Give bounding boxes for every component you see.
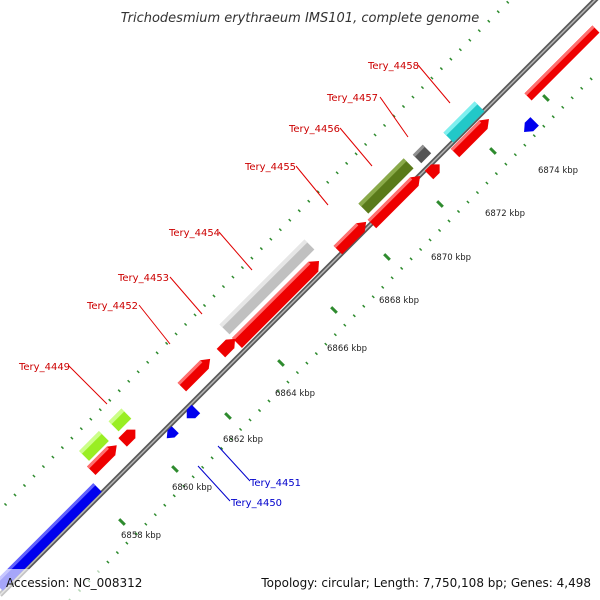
gene-label-tery-4458[interactable]: Tery_4458: [367, 61, 419, 72]
cds-tery-4458-arrow[interactable]: [524, 25, 600, 101]
cds-tery-4456-arrow[interactable]: [367, 172, 425, 229]
cds-tery-4455-arrow[interactable]: [333, 218, 371, 255]
gene-label-tery-4457[interactable]: Tery_4457: [326, 93, 378, 104]
cds-tery-4451-arrow[interactable]: [183, 404, 201, 423]
feature-cyan-block[interactable]: [443, 101, 485, 143]
cds-large-reverse-arrow[interactable]: [0, 483, 102, 591]
tick-label-6872: 6872 kbp: [485, 209, 525, 219]
cds-tery-4457-arrow[interactable]: [450, 115, 493, 158]
genome-stats-text: Topology: circular; Length: 7,750,108 bp…: [260, 576, 591, 590]
tick-labels: 6858 kbp 6860 kbp 6862 kbp 6864 kbp 6866…: [121, 166, 578, 541]
tick-label-6866: 6866 kbp: [327, 344, 367, 354]
tick-label-6870: 6870 kbp: [431, 253, 471, 263]
tick-label-6858: 6858 kbp: [121, 531, 161, 541]
feature-light-gray-block[interactable]: [219, 239, 315, 335]
map-title: Trichodesmium erythraeum IMS101, complet…: [121, 11, 480, 26]
tick-label-6868: 6868 kbp: [379, 296, 419, 306]
tick-label-6862: 6862 kbp: [223, 435, 263, 445]
inner-tick-track: [67, 68, 600, 600]
cds-tery-4449-arrow[interactable]: [87, 441, 121, 475]
forward-strand-features: [87, 25, 600, 475]
feature-gray-block[interactable]: [412, 144, 432, 164]
accession-text: Accession: NC_008312: [6, 576, 142, 590]
reverse-strand-features: [0, 117, 539, 591]
gene-label-tery-4452[interactable]: Tery_4452: [86, 301, 138, 312]
cds-tery-4454-arrow[interactable]: [232, 256, 324, 348]
feature-lime-block[interactable]: [79, 431, 109, 461]
gene-label-tery-4454[interactable]: Tery_4454: [168, 228, 220, 239]
gene-label-tery-4456[interactable]: Tery_4456: [288, 124, 340, 135]
tick-label-6874: 6874 kbp: [538, 166, 578, 176]
gene-labels: Tery_4449 Tery_4452 Tery_4453 Tery_4454 …: [18, 61, 419, 509]
gene-label-tery-4451[interactable]: Tery_4451: [249, 478, 301, 489]
footer: Accession: NC_008312 Topology: circular;…: [0, 569, 600, 600]
gene-callout-lines: [68, 64, 451, 502]
cds-tery-4452-arrow[interactable]: [177, 355, 215, 392]
gene-label-tery-4450[interactable]: Tery_4450: [230, 498, 282, 509]
cds-small-arrow[interactable]: [118, 425, 139, 447]
tick-label-6864: 6864 kbp: [275, 389, 315, 399]
major-ticks: [118, 94, 550, 526]
cds-tery-4453-arrow[interactable]: [216, 335, 240, 358]
cds-reverse-arrow[interactable]: [520, 117, 539, 136]
feature-olive-block[interactable]: [358, 158, 414, 214]
cds-tery-4450-arrow[interactable]: [163, 426, 179, 442]
gene-label-tery-4453[interactable]: Tery_4453: [117, 273, 169, 284]
gene-label-tery-4455[interactable]: Tery_4455: [244, 162, 296, 173]
feature-lime-block[interactable]: [108, 408, 132, 432]
cds-small-arrow[interactable]: [424, 160, 444, 180]
tick-label-6860: 6860 kbp: [172, 483, 212, 493]
other-features: [79, 101, 485, 461]
gene-label-tery-4449[interactable]: Tery_4449: [18, 362, 70, 373]
